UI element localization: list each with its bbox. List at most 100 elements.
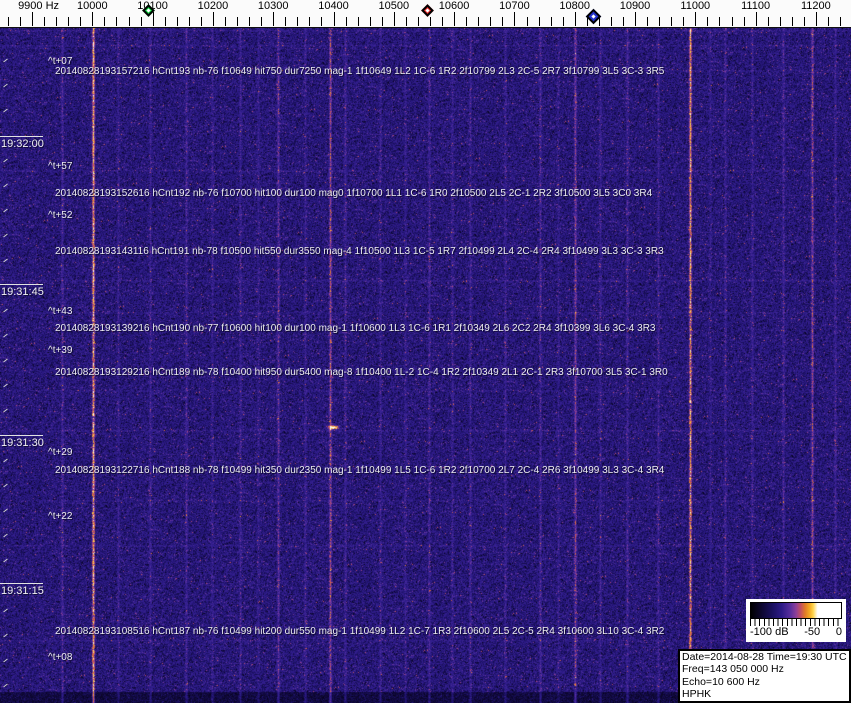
freq-label: 11000	[680, 0, 711, 12]
event-data-line: 20140828193122716 hCnt188 nb-78 f10499 h…	[55, 465, 665, 476]
freq-minor-tick	[297, 17, 299, 26]
status-info-box: Date=2014-08-28 Time=19:30 UTC Freq=143 …	[678, 649, 851, 703]
freq-minor-tick	[671, 17, 673, 26]
legend-min-label: -100 dB	[750, 626, 789, 638]
freq-minor-tick	[719, 17, 721, 26]
freq-minor-tick	[622, 17, 624, 26]
freq-minor-tick	[430, 17, 431, 26]
freq-minor-tick	[478, 17, 480, 26]
freq-minor-tick	[526, 17, 528, 26]
freq-label: 10600	[438, 0, 470, 12]
info-echo: Echo=10 600 Hz	[682, 675, 760, 688]
event-data-line: 20140828193157216 hCnt193 nb-76 f10649 h…	[55, 66, 665, 77]
marker-center-dot	[424, 7, 430, 13]
freq-label: 11200	[801, 0, 831, 12]
freq-label: 9900 Hz	[18, 0, 60, 12]
freq-minor-tick	[345, 17, 347, 26]
freq-minor-tick	[610, 17, 612, 26]
freq-minor-tick	[828, 17, 829, 26]
freq-major-tick	[152, 12, 154, 26]
time-tick-line	[0, 583, 43, 584]
freq-minor-tick	[200, 17, 202, 26]
freq-minor-tick	[321, 17, 323, 26]
color-scale-legend[interactable]: -100 dB -50 0	[746, 599, 846, 642]
freq-major-tick	[695, 12, 697, 26]
freq-major-tick	[815, 12, 817, 26]
freq-minor-tick	[104, 17, 106, 26]
freq-minor-tick	[19, 17, 21, 26]
freq-minor-tick	[80, 17, 82, 26]
freq-minor-tick	[128, 17, 130, 26]
freq-major-tick	[514, 12, 516, 26]
event-tag: ^t+43	[48, 306, 73, 317]
freq-minor-tick	[466, 17, 468, 26]
freq-label: 10800	[559, 0, 590, 12]
time-label: 19:32:00	[0, 136, 44, 150]
freq-label: 10300	[257, 0, 289, 12]
event-tag: ^t+29	[48, 447, 73, 458]
time-label-text: 19:31:45	[1, 286, 44, 298]
info-frequency: Freq=143 050 000 Hz	[682, 663, 784, 676]
freq-minor-tick	[140, 17, 142, 26]
freq-label: 10700	[499, 0, 530, 12]
freq-minor-tick	[538, 17, 540, 26]
freq-major-tick	[212, 12, 214, 26]
freq-minor-tick	[261, 17, 263, 26]
freq-minor-tick	[188, 17, 190, 26]
freq-minor-tick	[707, 17, 709, 26]
legend-max-label: 0	[835, 626, 842, 638]
freq-minor-tick	[442, 17, 443, 26]
event-data-line: 20140828193108516 hCnt187 nb-76 f10499 h…	[55, 626, 665, 637]
freq-minor-tick	[550, 17, 552, 26]
event-tag: ^t+08	[48, 652, 73, 663]
freq-minor-tick	[7, 17, 9, 26]
freq-major-tick	[32, 12, 33, 26]
freq-label: 10400	[318, 0, 349, 12]
freq-minor-tick	[225, 17, 226, 26]
event-data-line: 20140828193129216 hCnt189 nb-78 f10400 h…	[55, 367, 668, 378]
freq-minor-tick	[840, 17, 841, 26]
amplitude-gradient-bar	[750, 602, 842, 619]
marker-center-dot	[145, 7, 151, 13]
freq-label: 11100	[741, 0, 771, 12]
event-tag: ^t+57	[48, 161, 73, 172]
freq-minor-tick	[309, 17, 311, 26]
freq-major-tick	[393, 12, 395, 26]
freq-minor-tick	[164, 17, 166, 26]
freq-minor-tick	[502, 17, 504, 26]
freq-minor-tick	[285, 17, 287, 26]
freq-minor-tick	[803, 17, 805, 26]
freq-minor-tick	[779, 17, 781, 26]
freq-major-tick	[92, 12, 94, 26]
freq-label: 10000	[77, 0, 108, 12]
time-tick-line	[0, 284, 43, 285]
freq-minor-tick	[381, 17, 383, 26]
event-tag: ^t+22	[48, 511, 73, 522]
time-label-text: 19:32:00	[1, 138, 44, 150]
freq-major-tick	[635, 12, 636, 26]
freq-minor-tick	[731, 17, 733, 26]
marker-center-dot	[590, 13, 596, 19]
freq-minor-tick	[659, 17, 661, 26]
freq-minor-tick	[647, 17, 649, 26]
event-tag: ^t+07	[48, 56, 73, 67]
freq-minor-tick	[405, 17, 407, 26]
freq-minor-tick	[791, 17, 793, 26]
freq-minor-tick	[417, 17, 419, 26]
freq-major-tick	[454, 12, 456, 26]
info-date-time: Date=2014-08-28 Time=19:30 UTC	[682, 651, 847, 663]
spectrogram-waterfall[interactable]	[0, 28, 851, 703]
freq-minor-tick	[249, 17, 251, 26]
freq-minor-tick	[743, 17, 745, 26]
freq-minor-tick	[562, 17, 564, 26]
freq-major-tick	[755, 12, 757, 26]
freq-label: 10900	[619, 0, 651, 12]
freq-major-tick	[574, 12, 576, 26]
freq-minor-tick	[68, 17, 70, 26]
freq-label: 10200	[197, 0, 229, 12]
time-tick-line	[0, 136, 43, 137]
freq-major-tick	[273, 12, 275, 26]
freq-minor-tick	[176, 17, 178, 26]
freq-minor-tick	[683, 17, 685, 26]
